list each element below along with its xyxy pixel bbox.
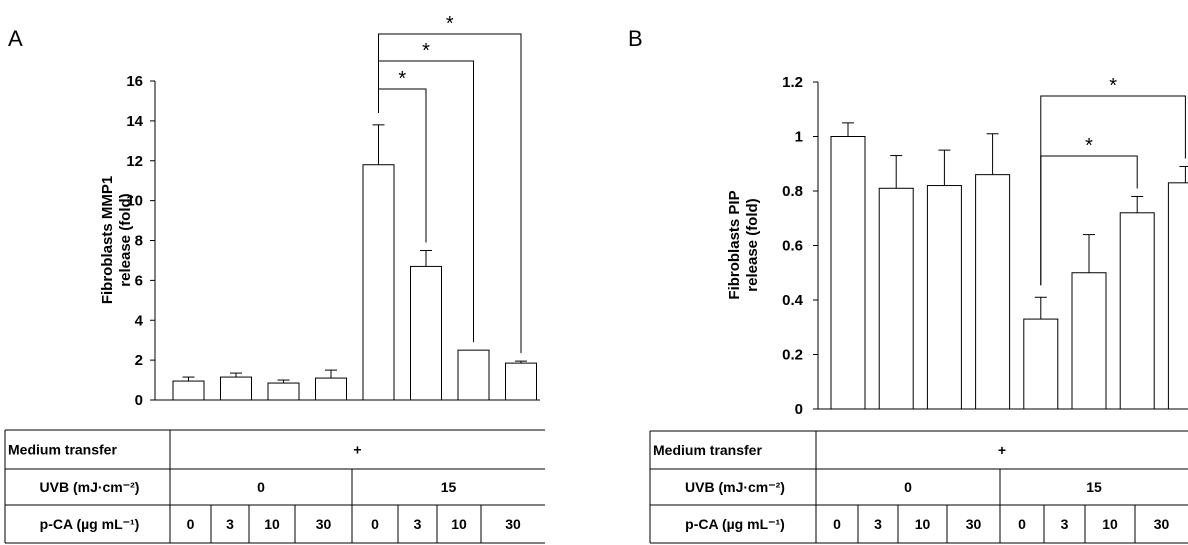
significance-bracket — [1040, 95, 1186, 286]
table-pca-value: 3 — [874, 516, 882, 532]
y-axis-label-line1: Fibroblasts PIP — [726, 190, 743, 299]
table-pca-value: 10 — [264, 516, 280, 532]
y-tick-label: 0.6 — [782, 238, 803, 255]
y-tick-label: 14 — [126, 113, 143, 130]
bar — [1071, 272, 1107, 410]
y-axis-label-line2: release (fold) — [744, 198, 761, 291]
table-uvb-group-0: 0 — [257, 479, 265, 495]
y-axis-label-line2: release (fold) — [117, 193, 134, 286]
panel-letter: A — [8, 26, 23, 51]
table-medium-transfer-label: Medium transfer — [8, 442, 117, 458]
y-tick-label: 1 — [795, 129, 803, 146]
table-medium-transfer-value: + — [998, 442, 1006, 458]
y-tick-label: 2 — [135, 352, 143, 369]
table-pca-value: 30 — [505, 516, 521, 532]
y-tick-label: 0.8 — [782, 183, 803, 200]
table-pca-value: 30 — [966, 516, 982, 532]
bar — [1119, 212, 1155, 410]
bar — [830, 136, 866, 410]
y-tick-label: 10 — [126, 193, 143, 210]
table-medium-transfer-label: Medium transfer — [653, 442, 762, 458]
condition-table: Medium transfer + UVB (mJ·cm⁻²) 0 15 p-CA (µg… — [649, 430, 1188, 544]
y-tick-label: 6 — [135, 272, 143, 289]
table-pca-value: 30 — [316, 516, 332, 532]
panel-letter: B — [628, 26, 643, 51]
y-tick-label: 1.2 — [782, 74, 803, 91]
table-pca-value: 3 — [226, 516, 234, 532]
bar — [505, 362, 537, 401]
table-pca-value: 10 — [451, 516, 467, 532]
y-tick-label: 0 — [135, 392, 143, 409]
bar — [362, 164, 395, 401]
bar — [315, 377, 347, 401]
significance-star: * — [1085, 135, 1093, 157]
bar — [926, 185, 962, 410]
significance-star: * — [422, 40, 430, 62]
bar — [267, 382, 300, 401]
table-pca-value: 10 — [915, 516, 931, 532]
y-tick-label: 0 — [795, 401, 803, 418]
table-pca-value: 0 — [833, 516, 841, 532]
significance-star: * — [1109, 75, 1117, 97]
y-tick-label: 4 — [135, 312, 144, 329]
significance-bracket — [378, 33, 522, 354]
bar — [975, 174, 1011, 410]
table-uvb-label: UVB (mJ·cm⁻²) — [40, 479, 140, 495]
y-tick-label: 16 — [126, 73, 143, 90]
table-pca-label: p-CA (µg mL⁻¹) — [685, 516, 785, 532]
table-medium-transfer-value: + — [353, 442, 361, 458]
table-pca-value: 3 — [1061, 516, 1069, 532]
y-axis-label: Fibroblasts PIPrelease (fold) — [726, 190, 761, 299]
condition-table: Medium transfer + UVB (mJ·cm⁻²) 0 15 p-CA (µg… — [4, 429, 545, 544]
bar — [172, 380, 205, 401]
y-tick-label: 8 — [135, 233, 143, 250]
table-uvb-group-15: 15 — [441, 479, 457, 495]
bar — [220, 376, 252, 401]
bar — [457, 349, 490, 401]
y-tick-label: 12 — [126, 153, 143, 170]
y-axis-label-line1: Fibroblasts MMP1 — [99, 176, 116, 304]
table-pca-value: 30 — [1154, 516, 1170, 532]
table-uvb-group-15: 15 — [1086, 479, 1102, 495]
table-pca-label: p-CA (µg mL⁻¹) — [40, 516, 140, 532]
bar — [878, 187, 914, 410]
table-pca-value: 0 — [1018, 516, 1026, 532]
significance-star: * — [446, 13, 454, 35]
significance-star: * — [398, 68, 406, 90]
y-axis-label: Fibroblasts MMP1release (fold) — [99, 176, 134, 304]
table-pca-value: 0 — [187, 516, 195, 532]
table-pca-value: 3 — [414, 516, 422, 532]
table-pca-value: 10 — [1102, 516, 1118, 532]
bar — [1167, 182, 1188, 410]
table-pca-value: 0 — [371, 516, 379, 532]
y-tick-label: 0.4 — [782, 292, 804, 309]
table-uvb-group-0: 0 — [904, 479, 912, 495]
panel-a: A 0 2 4 6 8 10 12 14 16 Fibroblasts MMP1release (f… — [4, 13, 545, 544]
table-uvb-label: UVB (mJ·cm⁻²) — [685, 479, 785, 495]
bar — [410, 265, 442, 401]
panel-b: B 0 0.2 0.4 0.6 0.8 1 1.2 Fibroblasts PIPrelease… — [628, 26, 1188, 544]
bar — [1023, 318, 1059, 410]
y-tick-label: 0.2 — [782, 347, 803, 364]
